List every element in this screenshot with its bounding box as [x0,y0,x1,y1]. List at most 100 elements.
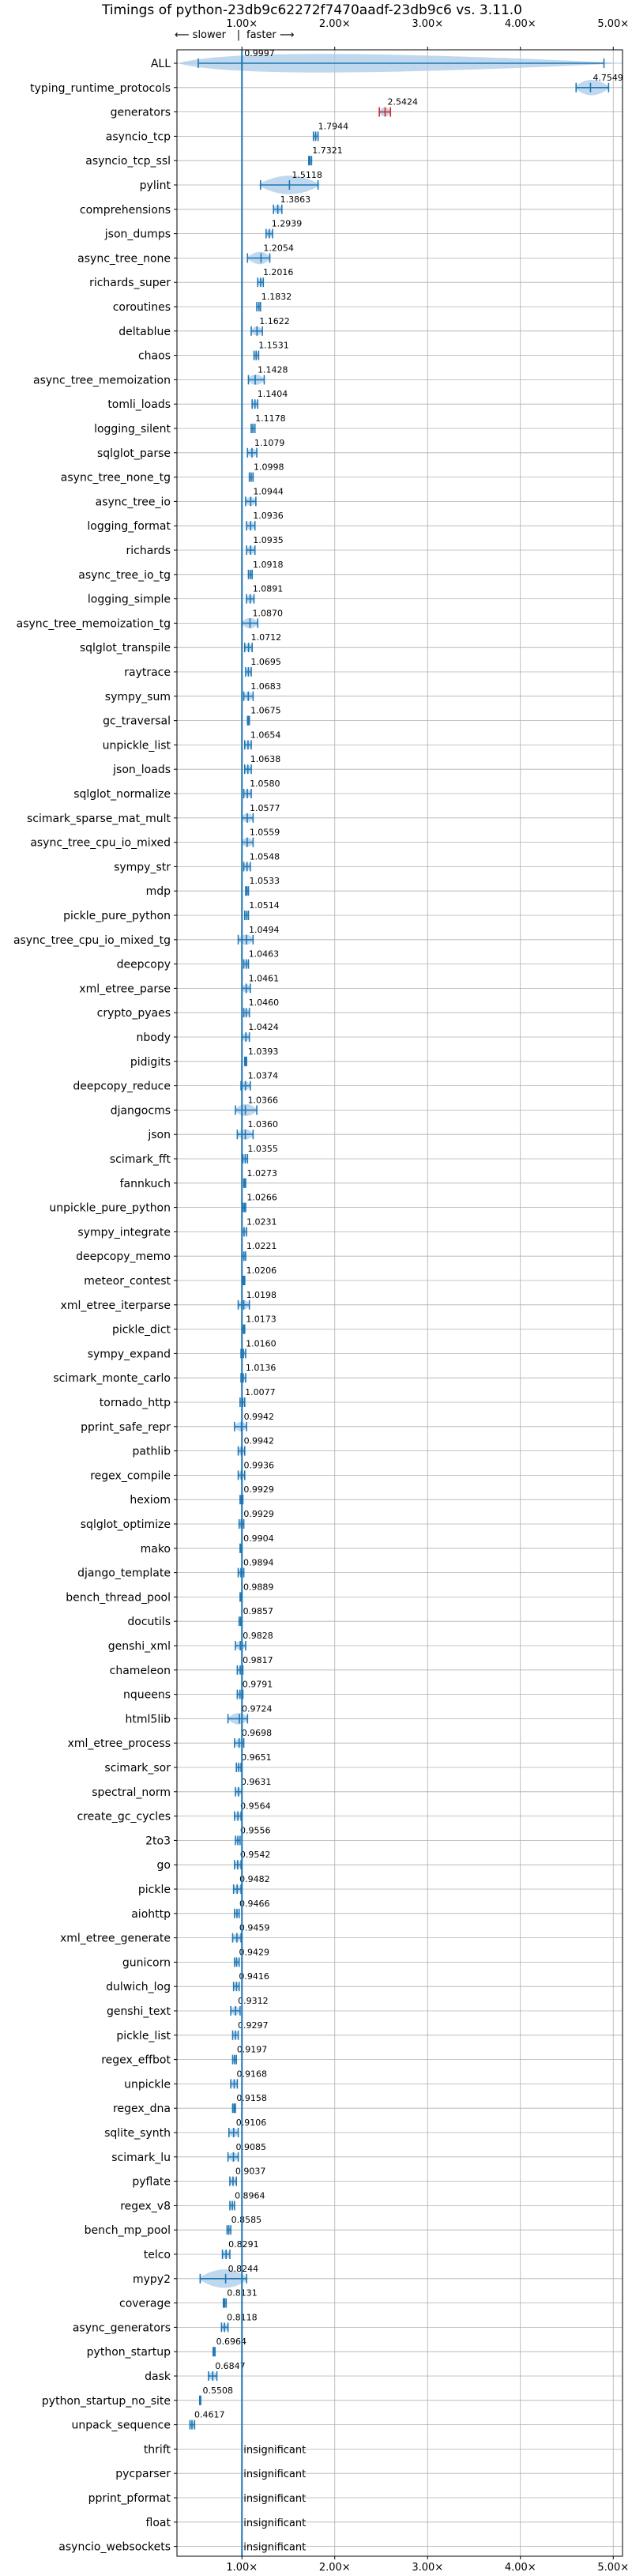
value-label: 0.9929 [243,1509,274,1519]
row-label: scimark_lu [111,2152,171,2164]
value-label: 1.0577 [250,803,280,813]
value-label: 1.0870 [252,608,283,618]
row-label: unpickle_list [103,739,171,752]
value-label: 0.9416 [239,1971,269,1982]
row-label: bench_thread_pool [66,1591,171,1604]
row-label: docutils [127,1616,171,1628]
row-label: unpack_sequence [72,2419,171,2432]
row-label: 2to3 [145,1835,171,1847]
value-label: 0.8291 [228,2239,259,2250]
row-label: async_tree_none [77,252,171,265]
row-label: json [147,1129,171,1141]
value-label: 1.0393 [248,1047,279,1057]
row-label: sqlglot_transpile [80,642,171,654]
row-label: deepcopy [117,959,171,971]
value-label: 0.9936 [243,1460,274,1470]
row-label: genshi_xml [108,1640,171,1653]
x-tick-label-top: 3.00× [412,18,443,30]
x-tick-label-top: 4.00× [505,18,536,30]
value-label: 0.9482 [239,1874,270,1884]
row-label: logging_simple [88,594,171,606]
value-label: 0.8244 [228,2264,259,2274]
value-label: 1.2016 [263,267,294,277]
value-label: 0.9857 [243,1606,274,1616]
value-label: 1.0173 [246,1314,276,1325]
x-tick-label-bottom: 4.00× [505,2562,536,2574]
row-label: tornado_http [100,1397,171,1409]
insignificant-label: insignificant [243,2542,306,2554]
row-label: pickle_dict [112,1324,171,1337]
row-label: async_tree_memoization [33,374,171,387]
row-label: sympy_sum [105,691,171,703]
grid-layer [177,50,623,2556]
row-label: scimark_sor [104,1762,171,1775]
value-label: 1.0936 [253,511,284,521]
row-label: crypto_pyaes [97,1007,171,1020]
row-label: dulwich_log [106,1981,171,1993]
row-label: html5lib [126,1713,171,1726]
x-tick-label-bottom: 1.00× [226,2562,258,2574]
value-label: 1.0935 [253,535,284,545]
value-label: 1.0461 [249,973,280,983]
row-label: regex_dna [113,2103,171,2115]
value-label: 1.0654 [250,730,281,740]
row-label: json_dumps [104,228,171,241]
x-tick-label-top: 2.00× [319,18,351,30]
row-label: deepcopy_reduce [73,1081,171,1093]
row-label: pylint [140,179,171,192]
row-label: regex_compile [90,1469,171,1482]
value-label: 1.0559 [250,828,280,838]
row-label: mdp [146,885,171,898]
value-label: 0.9556 [240,1825,271,1835]
row-label: fannkuch [120,1178,171,1190]
value-label: 1.0273 [246,1168,277,1179]
value-label: 1.0266 [246,1193,277,1203]
row-label: djangocms [111,1104,171,1117]
row-label: sqlglot_normalize [73,788,171,801]
row-label: unpickle [124,2078,171,2091]
value-label: 1.0424 [248,1022,279,1032]
value-label: 1.0683 [250,681,281,692]
row-label: xml_etree_iterparse [61,1299,171,1312]
value-label: 0.5508 [202,2386,233,2396]
value-label: 1.0374 [248,1071,279,1081]
value-label: 0.9037 [235,2167,266,2177]
row-label: tomli_loads [107,398,171,411]
value-label: 0.8964 [235,2190,265,2201]
value-label: 1.0695 [250,657,281,667]
value-label: 0.9312 [238,1996,269,2006]
value-label: 1.2054 [263,243,294,253]
value-label: 0.9791 [243,1680,273,1690]
value-label: 1.0360 [247,1119,278,1130]
row-label: nqueens [123,1689,171,1702]
value-label: 4.7549 [592,73,623,83]
value-label: 0.9889 [243,1582,274,1592]
x-tick-label-bottom: 5.00× [597,2562,629,2574]
row-label: chaos [138,350,171,363]
value-label: 1.1079 [254,438,285,448]
row-label: hexiom [130,1494,171,1507]
row-label: telco [144,2249,171,2261]
value-label: 1.1428 [258,364,288,375]
row-label: pycparser [115,2468,171,2480]
value-label: 1.0494 [249,925,280,935]
value-label: 1.1531 [258,341,289,351]
row-label: go [157,1859,171,1872]
insignificant-label: insignificant [243,2493,306,2505]
insignificant-label: insignificant [243,2518,306,2529]
value-label: 1.0580 [250,779,280,789]
value-label: 1.0160 [246,1338,276,1348]
axis-layer: 1.00× 1.00× 2.00× 2.00× 3.00× 3.00× 4.00× 4.00×… [13,18,629,2574]
row-label: sqlglot_optimize [81,1518,171,1531]
row-label: chameleon [110,1665,171,1677]
row-label: logging_format [87,520,171,533]
value-label: 0.9942 [244,1436,275,1446]
value-label: 0.9929 [243,1484,274,1495]
value-label: 0.9459 [239,1923,270,1933]
row-label: raytrace [124,666,171,679]
row-label: richards [126,545,171,557]
row-label: create_gc_cycles [77,1811,171,1824]
insignificant-label: insignificant [243,2469,306,2480]
row-label: sympy_expand [88,1348,171,1360]
